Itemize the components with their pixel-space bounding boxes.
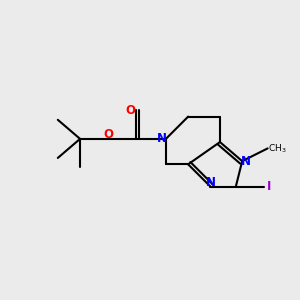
Text: N: N: [241, 154, 251, 168]
Text: O: O: [125, 104, 135, 117]
Text: N: N: [157, 132, 167, 146]
Text: N: N: [206, 176, 215, 189]
Text: I: I: [267, 180, 272, 193]
Text: CH$_3$: CH$_3$: [268, 142, 286, 155]
Text: O: O: [104, 128, 114, 141]
